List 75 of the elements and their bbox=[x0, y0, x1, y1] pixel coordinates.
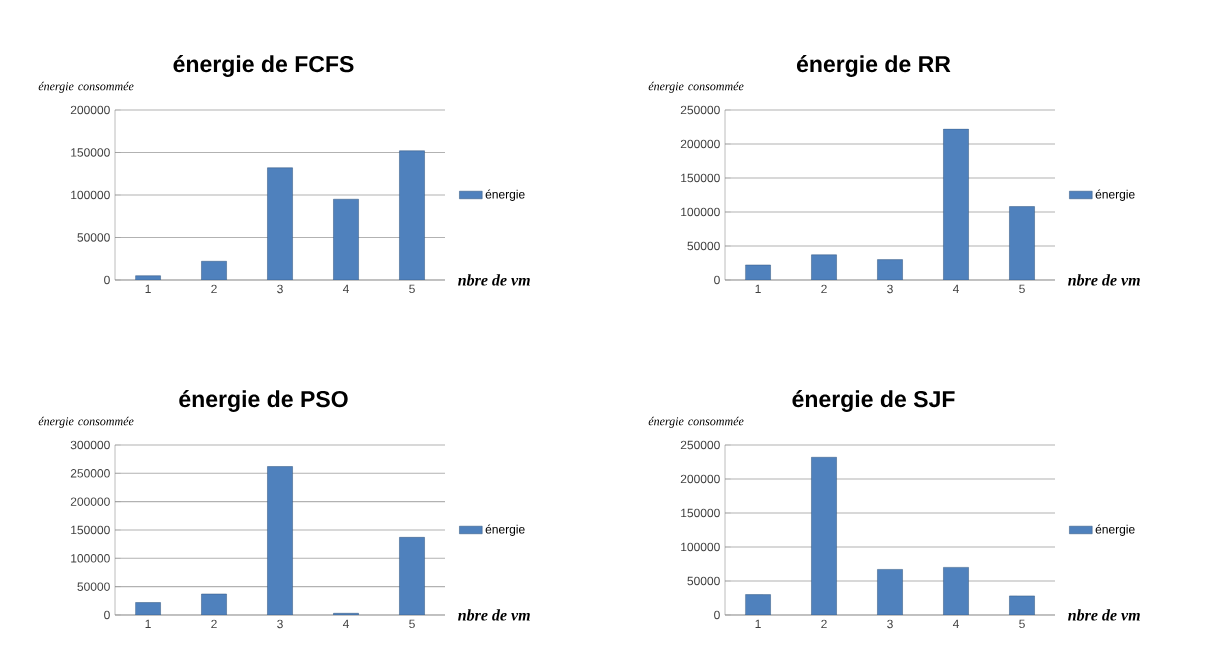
y-tick-label: 50000 bbox=[687, 576, 720, 586]
y-tick-label: 100000 bbox=[71, 554, 110, 563]
x-axis-title: nbre de vm bbox=[1068, 274, 1140, 286]
y-tick-label: 0 bbox=[104, 610, 110, 620]
x-tick-label: 5 bbox=[1019, 619, 1025, 629]
x-axis-title: nbre de vm bbox=[458, 609, 530, 621]
y-tick-label: 150000 bbox=[681, 173, 720, 183]
y-tick-label: 150000 bbox=[71, 148, 110, 157]
x-tick-label: 1 bbox=[145, 284, 151, 293]
bar bbox=[811, 254, 837, 280]
bar bbox=[201, 261, 227, 280]
y-tick-label: 150000 bbox=[681, 508, 720, 518]
y-tick-label: 250000 bbox=[70, 469, 110, 478]
x-tick-label: 3 bbox=[887, 284, 893, 294]
x-tick-label: 5 bbox=[1019, 284, 1025, 294]
x-tick-label: 1 bbox=[755, 284, 761, 293]
x-tick-label: 2 bbox=[211, 284, 217, 294]
y-tick-label: 0 bbox=[714, 275, 720, 285]
y-tick-label: 200000 bbox=[680, 139, 720, 149]
x-tick-label: 2 bbox=[211, 619, 217, 629]
y-tick-label: 200000 bbox=[70, 497, 110, 506]
y-tick-label: 200000 bbox=[70, 105, 110, 115]
bar bbox=[877, 569, 903, 615]
chart-title: énergie de PSO bbox=[179, 390, 348, 412]
x-tick-label: 5 bbox=[409, 284, 415, 294]
y-tick-label: 100000 bbox=[681, 207, 720, 217]
bar bbox=[135, 602, 161, 615]
x-tick-label: 4 bbox=[952, 619, 959, 628]
y-tick-label: 250000 bbox=[680, 440, 720, 450]
y-tick-label: 50000 bbox=[687, 241, 720, 251]
x-axis-title: nbre de vm bbox=[458, 274, 530, 286]
legend-label: énergie bbox=[485, 524, 525, 536]
x-tick-label: 3 bbox=[277, 284, 283, 294]
legend-label: énergie bbox=[485, 189, 525, 201]
x-tick-label: 2 bbox=[821, 284, 827, 294]
x-tick-label: 5 bbox=[409, 619, 415, 629]
chart-title: énergie de FCFS bbox=[173, 55, 354, 77]
y-tick-label: 250000 bbox=[680, 105, 720, 115]
bar bbox=[399, 150, 425, 280]
chart-title: énergie de RR bbox=[796, 55, 951, 77]
x-tick-label: 3 bbox=[887, 619, 893, 629]
y-tick-label: 100000 bbox=[681, 542, 720, 552]
legend-label: énergie bbox=[1095, 524, 1135, 536]
y-axis-title: énergie consommée bbox=[38, 81, 134, 93]
y-axis-title: énergie consommée bbox=[648, 81, 744, 93]
bar bbox=[267, 466, 293, 615]
y-axis-title: énergie consommée bbox=[38, 416, 134, 428]
y-tick-label: 200000 bbox=[680, 474, 720, 484]
y-tick-label: 100000 bbox=[71, 190, 110, 200]
bar bbox=[811, 456, 837, 615]
x-tick-label: 1 bbox=[755, 619, 761, 628]
y-axis-title: énergie consommée bbox=[648, 416, 744, 428]
y-tick-label: 0 bbox=[104, 275, 110, 285]
bar bbox=[333, 198, 359, 280]
y-tick-label: 50000 bbox=[77, 582, 110, 591]
x-tick-label: 4 bbox=[342, 619, 349, 628]
bar bbox=[201, 593, 227, 615]
y-tick-label: 150000 bbox=[71, 525, 110, 535]
bar bbox=[135, 275, 161, 280]
x-tick-label: 4 bbox=[952, 284, 959, 293]
y-tick-label: 50000 bbox=[77, 233, 110, 242]
y-tick-label: 300000 bbox=[70, 440, 110, 450]
y-tick-label: 0 bbox=[714, 610, 720, 620]
x-tick-label: 1 bbox=[145, 619, 151, 628]
bar bbox=[267, 167, 293, 280]
bar bbox=[399, 537, 425, 615]
bar bbox=[943, 567, 969, 615]
x-tick-label: 4 bbox=[342, 284, 349, 293]
chart-title: énergie de SJF bbox=[792, 390, 955, 412]
bar bbox=[1009, 206, 1035, 280]
legend-label: énergie bbox=[1095, 189, 1135, 201]
x-tick-label: 3 bbox=[277, 619, 283, 629]
bar bbox=[943, 128, 969, 280]
x-axis-title: nbre de vm bbox=[1068, 609, 1140, 621]
x-tick-label: 2 bbox=[821, 619, 827, 629]
